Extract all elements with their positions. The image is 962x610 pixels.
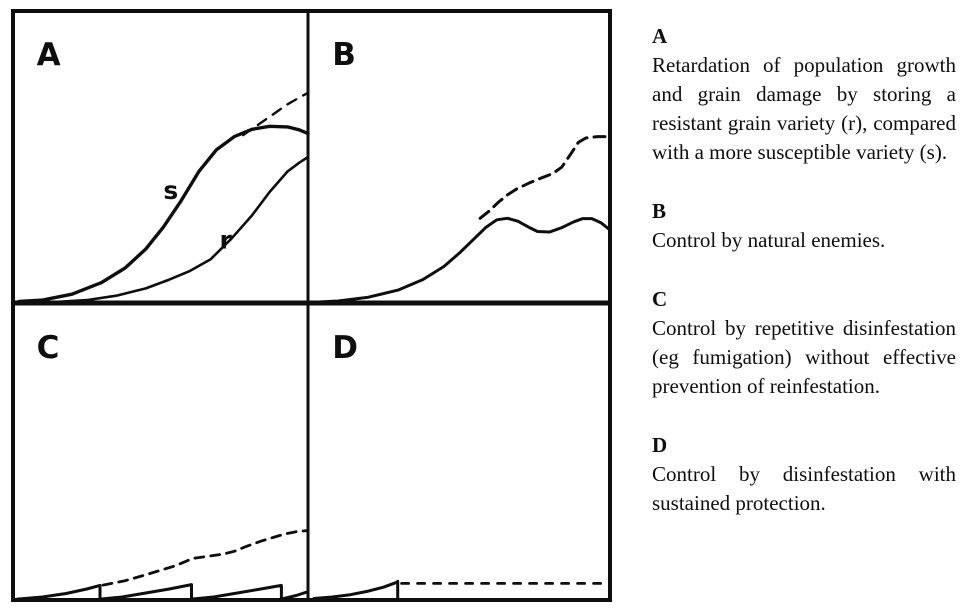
unchecked-growth-dashed-curve: [478, 135, 612, 220]
panel-letter-C: C: [37, 330, 60, 366]
panel-letter-D: D: [332, 330, 358, 366]
caption-heading: B: [652, 199, 667, 223]
unchecked-growth-dashed-curve: [101, 529, 310, 587]
caption-heading: C: [652, 287, 668, 311]
panel-letter-A: A: [37, 37, 61, 73]
resistant-variety-curve: [47, 155, 310, 304]
caption-body: Control by natural enemies.: [652, 228, 886, 252]
panel-B: B: [309, 37, 612, 304]
figure-caption: A Retardation of population growth and g…: [652, 22, 956, 518]
caption-body: Control by repetitive disinfestation (eg…: [652, 316, 956, 398]
caption-body: Retardation of population growth and gra…: [652, 53, 956, 164]
initial-growth-then-disinfestation-curve: [312, 579, 400, 602]
caption-item: B Control by natural enemies.: [652, 197, 956, 255]
panel-A: As r: [17, 37, 310, 304]
panel-D: D: [312, 330, 612, 602]
curve-label-r: r: [220, 226, 233, 255]
caption-heading: D: [652, 433, 668, 457]
caption-body: Control by disinfestation with sustained…: [652, 462, 956, 515]
susceptible-variety-curve: [17, 124, 310, 304]
panel-C: C: [15, 330, 310, 601]
natural-enemy-controlled-curve: [309, 216, 612, 304]
panel-letter-B: B: [332, 37, 356, 73]
repeated-disinfestation-sawtooth-curve: [15, 583, 310, 601]
unchecked-growth-dashed-curve: [241, 91, 310, 137]
caption-item: D Control by disinfestation with sustain…: [652, 431, 956, 518]
four-panel-population-diagram: As r B C D: [11, 9, 612, 602]
caption-item: C Control by repetitive disinfestation (…: [652, 285, 956, 401]
curve-label-s: s: [163, 176, 178, 205]
caption-heading: A: [652, 24, 668, 48]
caption-item: A Retardation of population growth and g…: [652, 22, 956, 167]
